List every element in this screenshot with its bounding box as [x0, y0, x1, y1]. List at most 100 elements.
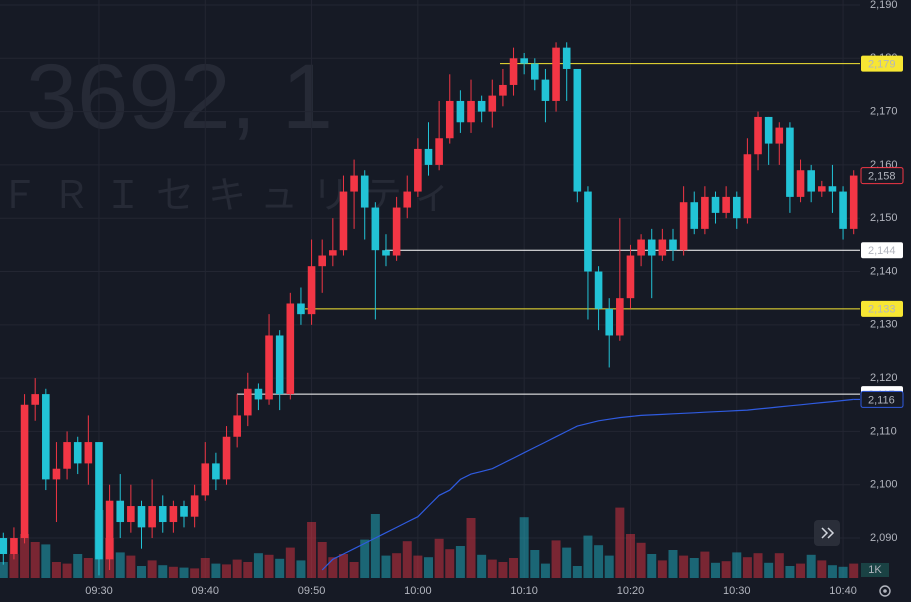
volume-bar [796, 563, 806, 578]
volume-bar [285, 547, 295, 578]
volume-bar [477, 554, 487, 578]
volume-bar [370, 514, 380, 578]
volume-bar [700, 551, 710, 578]
candle-body [552, 47, 560, 101]
volume-bar [498, 562, 508, 578]
volume-bar [349, 562, 359, 578]
candle-body [477, 100, 486, 112]
volume-bar [753, 553, 763, 578]
volume-bar [360, 539, 370, 578]
volume-bar [657, 560, 667, 578]
candle-body [722, 196, 730, 213]
x-tick-label: 10:10 [510, 585, 538, 597]
volume-bar [211, 563, 221, 578]
volume-bar [253, 553, 263, 578]
volume-bar [838, 566, 848, 578]
candle-body [180, 506, 188, 517]
candle-body [339, 191, 348, 251]
candle-body [690, 202, 699, 229]
volume-bar [540, 563, 550, 578]
x-tick-label: 10:30 [723, 585, 751, 597]
candle-body [796, 170, 805, 197]
volume-bar [519, 517, 529, 578]
level-label: 2,179 [868, 59, 896, 71]
candle-body [605, 308, 614, 336]
volume-bar [615, 507, 625, 578]
candle-body [424, 148, 433, 165]
candle-body [42, 394, 50, 480]
volume-bar [296, 560, 306, 578]
last-price-box [860, 167, 904, 185]
volume-bar [30, 542, 40, 578]
candle-body [775, 127, 784, 144]
volume-bar [264, 554, 274, 578]
candle-body [233, 415, 241, 437]
scroll-button[interactable] [814, 520, 840, 546]
volume-bar [275, 558, 285, 578]
candle-body [73, 442, 82, 464]
y-tick-label: 2,190 [870, 0, 898, 11]
candle-body [499, 84, 507, 96]
candle-body [520, 58, 528, 64]
vwap-box [860, 390, 904, 408]
candle-body [647, 239, 656, 256]
volume-bar [51, 562, 61, 578]
candle-body [456, 100, 465, 123]
candle-body [573, 68, 582, 192]
volume-bar [487, 559, 497, 578]
candle-body [297, 303, 305, 315]
vwap-label: 2,116 [868, 394, 895, 406]
volume-bar [509, 558, 519, 578]
volume-bar [158, 565, 168, 578]
volume-bar [20, 534, 30, 578]
candle-body [350, 175, 358, 192]
x-tick-label: 09:50 [298, 585, 326, 597]
volume-bar [827, 565, 837, 578]
grid [0, 0, 860, 578]
candle-body [701, 196, 709, 229]
candle-body [818, 186, 826, 192]
candle-body [190, 495, 199, 517]
y-tick-label: 2,090 [870, 532, 898, 544]
x-tick-label: 09:40 [192, 585, 220, 597]
candle-body [95, 442, 103, 560]
volume-bar [455, 546, 465, 578]
candle-body [31, 394, 39, 405]
volume-bar [190, 568, 200, 578]
volume-bar [785, 566, 795, 578]
candle-body [265, 335, 273, 400]
volume-bar [604, 555, 614, 578]
x-tick-label: 10:20 [617, 585, 645, 597]
candle-body [201, 463, 210, 496]
volume-bar [689, 558, 699, 578]
candle-body [148, 506, 156, 528]
candle-body [243, 388, 252, 416]
level-box [861, 55, 903, 72]
volume-bar [381, 555, 391, 578]
volume-bar [41, 544, 51, 578]
volume-bar [572, 566, 582, 578]
candle-body [658, 239, 667, 256]
candle-body [63, 442, 71, 469]
volume-bar [806, 554, 816, 578]
candle-body [52, 468, 61, 480]
candle-body [732, 196, 741, 219]
settings-icon[interactable] [879, 585, 891, 597]
candle-body [807, 170, 815, 192]
volume-bar [774, 553, 784, 578]
x-tick-label: 10:00 [404, 585, 432, 597]
candle-body [222, 436, 231, 480]
volume-bar [147, 560, 157, 578]
volume-bar [338, 554, 348, 578]
candle-body [669, 239, 677, 251]
candle-body [754, 116, 762, 155]
candle-body [435, 138, 443, 165]
candle-body [275, 335, 284, 395]
x-tick-label: 10:40 [829, 585, 857, 597]
volume-bar [307, 522, 317, 578]
candle-body [488, 95, 497, 112]
last-price-label: 2,158 [868, 170, 896, 182]
volume-bar [625, 534, 635, 578]
candle-body [626, 255, 635, 299]
volume-bar [817, 560, 827, 578]
